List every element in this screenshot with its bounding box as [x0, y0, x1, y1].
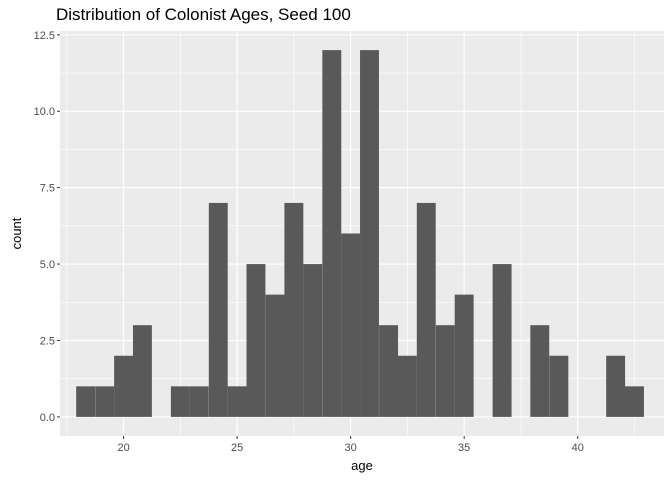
histogram-bar	[170, 386, 190, 417]
histogram-bar	[397, 355, 417, 417]
histogram-bar	[227, 386, 247, 417]
histogram-bar	[322, 50, 342, 417]
histogram-bar	[379, 325, 399, 417]
histogram-bar	[189, 386, 209, 417]
x-tick-label: 35	[458, 442, 470, 454]
histogram-bar	[454, 294, 474, 417]
histogram-bar	[625, 386, 644, 417]
x-axis-title: age	[351, 458, 373, 473]
histogram-bar	[303, 264, 323, 417]
y-tick-label: 10.0	[34, 106, 55, 118]
histogram-bars	[76, 50, 644, 417]
histogram-bar	[492, 264, 512, 417]
x-tick-label: 30	[345, 442, 357, 454]
y-tick-label: 12.5	[34, 30, 55, 42]
histogram-bar	[95, 386, 115, 417]
histogram-bar	[530, 325, 550, 417]
histogram-bar	[416, 202, 436, 417]
histogram-bar	[114, 355, 134, 417]
x-tick-label: 20	[117, 442, 129, 454]
histogram-bar	[208, 202, 228, 417]
histogram-bar	[132, 325, 152, 417]
histogram-bar	[341, 233, 361, 417]
chart-title: Distribution of Colonist Ages, Seed 100	[56, 5, 351, 24]
y-axis: 0.0 2.5 5.0 7.5 10.0 12.5	[34, 30, 60, 424]
histogram-bar	[76, 386, 96, 417]
histogram-bar	[265, 294, 285, 417]
x-tick-label: 25	[231, 442, 243, 454]
y-tick-label: 7.5	[40, 183, 55, 195]
histogram-bar	[549, 355, 569, 417]
histogram-bar	[246, 264, 266, 417]
x-axis: 20 25 30 35 40	[117, 436, 584, 454]
histogram-bar	[606, 355, 626, 417]
y-tick-label: 5.0	[40, 259, 55, 271]
histogram-bar	[284, 202, 304, 417]
histogram-bar	[360, 50, 379, 417]
y-tick-label: 2.5	[40, 335, 55, 347]
y-axis-title: count	[9, 217, 24, 249]
y-tick-label: 0.0	[40, 412, 55, 424]
x-tick-label: 40	[572, 442, 584, 454]
histogram-bar	[435, 325, 455, 417]
